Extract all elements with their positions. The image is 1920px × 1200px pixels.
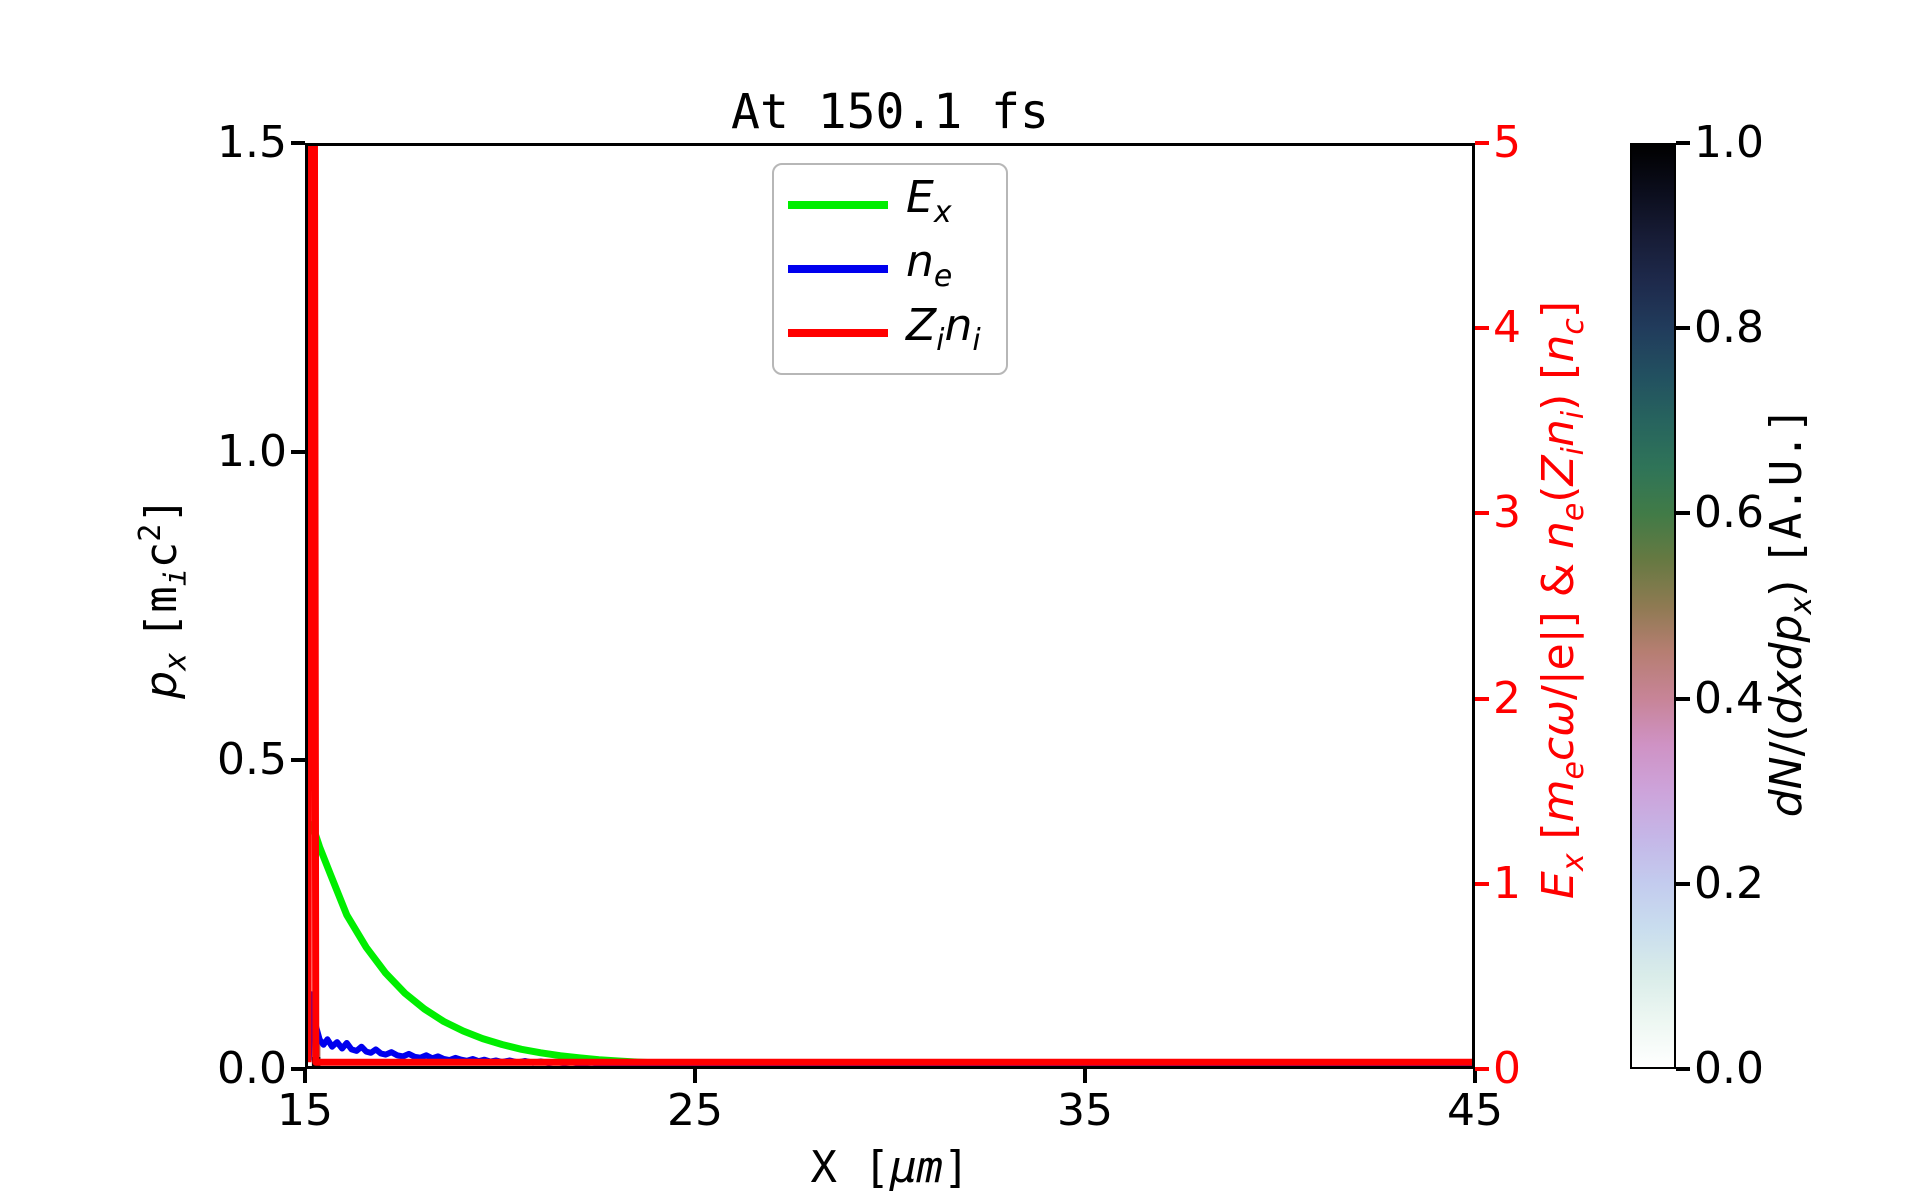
legend-label-ne: ne: [906, 235, 953, 294]
y-left-tick-label: 0.0: [217, 1043, 287, 1094]
y-left-tick-label: 1.5: [217, 117, 287, 168]
colorbar-tick-label: 0.4: [1694, 672, 1764, 724]
y-right-tick-label: 2: [1493, 672, 1521, 724]
colorbar-tick: [1676, 696, 1690, 701]
colorbar-tick: [1676, 1067, 1690, 1071]
y-right-tick: [1475, 1067, 1489, 1071]
y-right-tick: [1475, 881, 1489, 886]
colorbar-tick-label: 0.6: [1694, 487, 1764, 539]
colorbar-label: dN/(dxdpx) [A.U.]: [1761, 406, 1819, 818]
colorbar-tick-label: 0.0: [1694, 1043, 1764, 1094]
y-right-tick: [1475, 696, 1489, 701]
y-right-tick-label: 1: [1493, 857, 1521, 909]
x-axis-label: X [μm]: [810, 1142, 970, 1193]
x-tick-label: 15: [277, 1085, 333, 1136]
x-tick: [1473, 1069, 1477, 1083]
y-right-tick: [1475, 511, 1489, 516]
y-right-tick-label: 3: [1493, 487, 1521, 539]
y-left-tick: [291, 758, 305, 763]
series-Zini: [308, 146, 1472, 1066]
x-tick-label: 35: [1057, 1085, 1113, 1136]
colorbar-tick-label: 0.2: [1694, 857, 1764, 909]
y-axis-right-label: Ex [mecω/|e|] & ne(Zini) [nc]: [1533, 301, 1591, 899]
y-right-tick-label: 4: [1493, 302, 1521, 354]
y-left-tick-label: 0.5: [217, 734, 287, 786]
y-right-tick: [1475, 326, 1489, 331]
x-tick: [303, 1069, 307, 1083]
y-right-tick-label: 5: [1493, 117, 1521, 168]
y-left-tick: [291, 449, 305, 454]
x-tick: [693, 1069, 697, 1083]
colorbar-tick: [1676, 326, 1690, 331]
series-ne: [308, 991, 1472, 1066]
legend-entry-Ex: Ex: [774, 171, 1006, 237]
legend: Ex ne Zini: [772, 163, 1008, 375]
legend-line-Ex: [788, 200, 888, 209]
y-left-tick: [291, 141, 305, 145]
legend-label-Ex: Ex: [906, 171, 952, 230]
y-left-tick: [291, 1067, 305, 1071]
y-right-tick: [1475, 141, 1489, 145]
y-axis-left-label: px [mic2]: [132, 497, 194, 699]
y-left-tick-label: 1.0: [217, 425, 287, 477]
x-tick-label: 25: [667, 1085, 723, 1136]
series-Ex: [308, 820, 1472, 1066]
legend-line-Zini: [788, 328, 888, 337]
x-tick-label: 45: [1447, 1085, 1503, 1136]
legend-entry-ne: ne: [774, 235, 1006, 301]
plot-title: At 150.1 fs: [731, 84, 1049, 140]
colorbar-tick-label: 0.8: [1694, 302, 1764, 354]
colorbar-tick-label: 1.0: [1694, 117, 1764, 168]
y-right-tick-label: 0: [1493, 1043, 1521, 1094]
colorbar: [1630, 143, 1676, 1069]
legend-label-Zini: Zini: [906, 299, 981, 358]
x-tick: [1083, 1069, 1087, 1083]
legend-entry-Zini: Zini: [774, 299, 1006, 365]
legend-line-ne: [788, 264, 888, 273]
colorbar-tick: [1676, 141, 1690, 145]
colorbar-tick: [1676, 511, 1690, 516]
colorbar-tick: [1676, 881, 1690, 886]
plot-canvas: [308, 146, 1472, 1066]
